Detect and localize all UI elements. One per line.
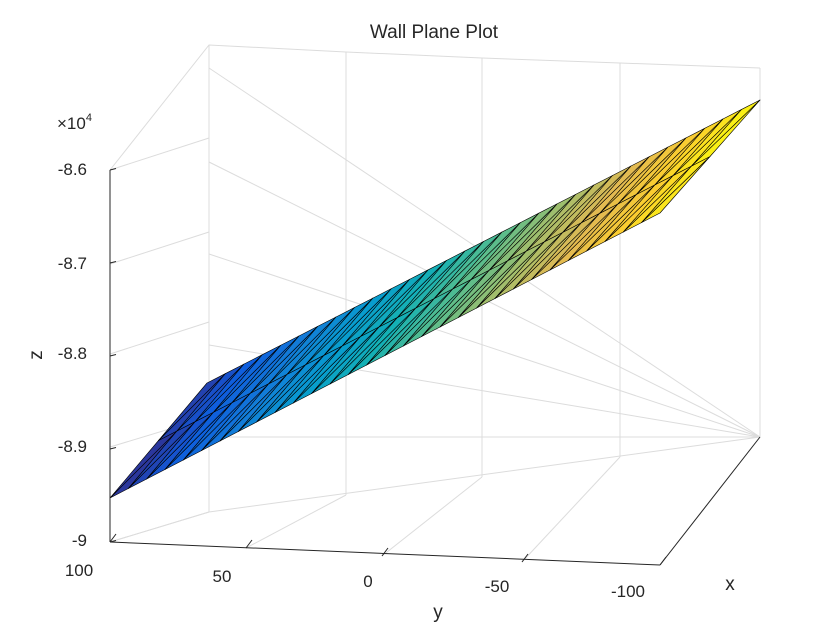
z-tick-label: -8.8: [58, 344, 87, 363]
grid-line: [109, 137, 210, 171]
grid-line: [109, 321, 210, 355]
z-tick: [109, 261, 117, 264]
surface-facet: [617, 137, 687, 205]
z-tick: [109, 447, 117, 450]
z-tick-label: -8.9: [58, 437, 87, 456]
axis-layer: [109, 168, 761, 566]
grid-line: [208, 253, 761, 438]
surface-facet: [599, 146, 669, 214]
y-tick-label: 0: [363, 572, 372, 591]
surface-facet: [562, 165, 632, 233]
surface-facet: [231, 335, 300, 403]
grid-line: [109, 511, 210, 543]
surface-facet: [415, 241, 484, 309]
y-tick: [381, 547, 389, 557]
surface-facet: [397, 250, 466, 318]
grid-line: [208, 436, 761, 513]
surface-facet: [342, 278, 411, 347]
x-axis-label: x: [725, 574, 735, 595]
y-axis-label: y: [433, 602, 443, 623]
surface-facet: [672, 109, 742, 176]
surface-facet: [378, 260, 447, 328]
surface-facet: [194, 354, 263, 422]
surface-facet: [507, 194, 576, 261]
surface-facet: [489, 203, 558, 271]
z-tick: [109, 354, 117, 357]
y-tick: [659, 556, 667, 566]
surface-facet: [636, 128, 706, 195]
surface-facet: [176, 363, 245, 432]
grid-line: [109, 231, 210, 265]
surface-facet: [213, 344, 282, 413]
z-exponent-power: 4: [86, 112, 92, 124]
y-tick: [245, 539, 253, 549]
y-tick: [109, 533, 117, 543]
surface-facet: [433, 231, 503, 299]
grid-line: [245, 494, 347, 549]
surface-facet: [525, 184, 595, 252]
y-axis-line: [109, 541, 661, 566]
surface-facet: [544, 175, 613, 242]
z-axis-label: z: [26, 350, 47, 360]
y-tick-label: -100: [611, 582, 645, 601]
surface-facet: [305, 297, 374, 366]
grid-line: [381, 476, 483, 557]
z-tick-label: -8.7: [58, 254, 87, 273]
surface-facet: [268, 316, 337, 385]
surface-facet: [250, 326, 318, 394]
grid-line: [109, 44, 761, 171]
y-tick-label: 50: [213, 567, 232, 586]
surface-facet: [654, 118, 724, 186]
y-tick-label: 100: [65, 561, 93, 580]
surface-facet: [286, 307, 355, 375]
surface-facet: [691, 99, 761, 167]
y-tick: [521, 553, 529, 563]
x-axis-line: [659, 436, 761, 566]
z-tick-label: -9: [72, 531, 87, 550]
grid-line: [521, 456, 621, 563]
surface-facet: [470, 212, 540, 280]
y-tick-label: -50: [485, 577, 510, 596]
surface-facet: [323, 288, 392, 356]
surface-facet: [581, 156, 650, 224]
z-exponent-base: ×10: [57, 114, 86, 133]
z-tick-label: -8.6: [58, 160, 87, 179]
surface-facet: [158, 373, 226, 441]
chart-title: Wall Plane Plot: [370, 22, 499, 43]
z-tick: [109, 168, 117, 171]
z-tick: [109, 540, 117, 543]
surface-facet: [360, 269, 429, 337]
surface-layer[interactable]: [109, 99, 761, 499]
z-exponent-label: ×104: [57, 112, 92, 133]
surface-facet: [452, 222, 521, 290]
